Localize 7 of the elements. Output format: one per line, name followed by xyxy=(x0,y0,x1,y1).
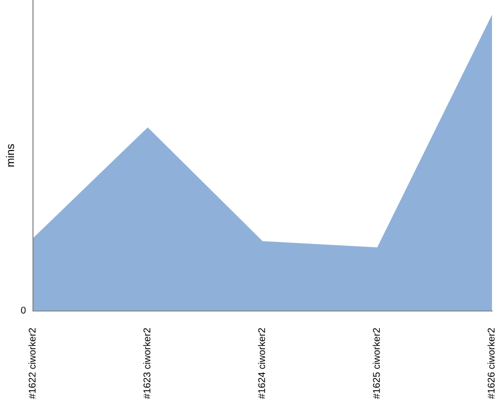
y-axis-title: mins xyxy=(6,144,14,166)
x-tick-label: #1624 ciworker2 xyxy=(258,328,266,399)
text: 0 xyxy=(21,306,26,314)
x-tick-label: #1625 ciworker2 xyxy=(372,328,380,399)
x-tick-label: #1623 ciworker2 xyxy=(143,328,150,399)
x-tick-label: #1622 ciworker2 xyxy=(28,328,36,399)
x-tick-label: #1626 ciworker2 xyxy=(487,328,495,399)
